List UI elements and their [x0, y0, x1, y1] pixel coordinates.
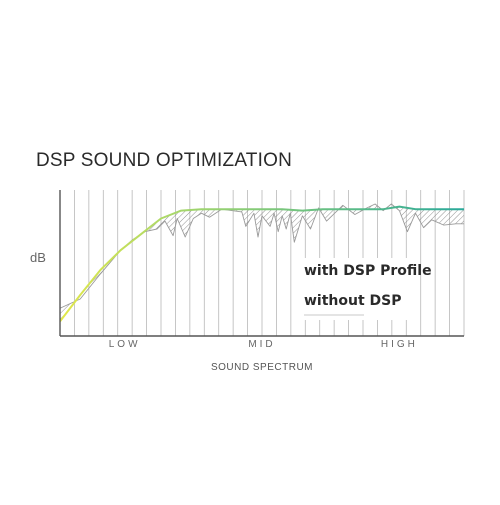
series-line-dsp-profile — [60, 205, 464, 323]
legend-label-without-dsp: without DSP — [304, 293, 402, 309]
hatched-difference-area — [60, 204, 464, 322]
legend-label-dsp: with DSP Profile — [304, 263, 432, 279]
x-tick-label-mid: MID — [248, 339, 275, 350]
series-line-without-dsp — [60, 203, 464, 309]
difference-hatch — [60, 204, 464, 322]
x-tick-labels: LOW MID HIGH — [109, 339, 418, 350]
legend: with DSP Profile without DSP — [300, 258, 432, 320]
chart-title: DSP SOUND OPTIMIZATION — [36, 150, 292, 171]
x-tick-label-high: HIGH — [381, 339, 418, 350]
legend-background — [300, 258, 410, 320]
x-axis-label: SOUND SPECTRUM — [211, 362, 313, 373]
y-axis-label: dB — [30, 250, 46, 265]
x-tick-label-low: LOW — [109, 339, 141, 350]
series-lines — [60, 203, 464, 323]
